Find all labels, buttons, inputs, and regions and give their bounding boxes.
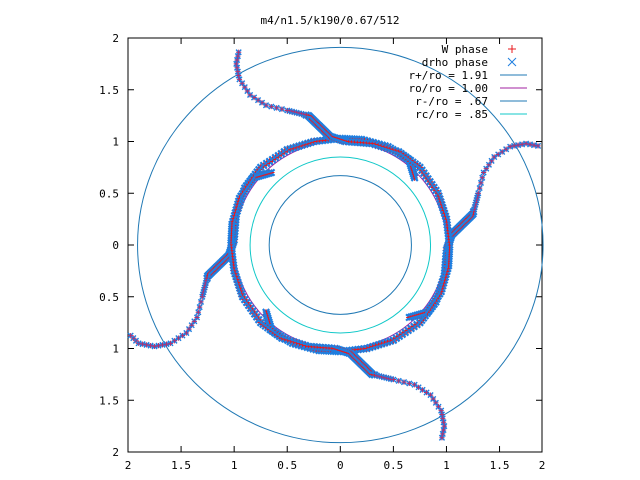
phase-point [278,106,286,113]
circle-r-ro [268,175,412,315]
phase-point [233,56,241,64]
y-tick-label: 1.5 [99,84,119,97]
phase-point [427,391,434,399]
y-tick-label: 2 [112,446,119,459]
phase-point [175,335,182,342]
phase-point [430,395,437,403]
legend-label: rc/ro = .85 [415,108,488,121]
y-tick-label: 0.5 [99,291,119,304]
phase-point [273,104,280,111]
axis-ticks: 2 1.5 1 0.5 0 0.5 1 1.5 221.510.500.511.52 [99,32,545,472]
phase-point [534,142,542,149]
legend-label: r+/ro = 1.91 [409,69,488,82]
phase-point [495,151,502,158]
phase-point [411,381,418,388]
legend-marker-plus [508,45,516,53]
phase-point [483,165,490,172]
phase-point [130,335,137,342]
phase-point [476,184,483,192]
phase-point [196,304,203,311]
x-tick-label: 1.5 [171,459,191,472]
y-tick-label: 1.5 [99,394,119,407]
phase-point [419,386,426,393]
circle-rcro [249,156,432,334]
phase-point [438,434,446,441]
chart-title: m4/n1.5/k190/0.67/512 [260,14,399,27]
phase-point [475,190,482,197]
x-tick-label: 0.5 [383,459,403,472]
phase-point [390,376,397,383]
y-tick-label: 0.5 [99,187,119,200]
phase-point [235,49,242,56]
phase-point [439,430,446,437]
x-tick-label: 1 [231,459,238,472]
phase-point [284,107,291,114]
phase-point [191,318,198,325]
phase-point [197,298,205,306]
y-tick-label: 1 [112,343,119,356]
legend-marker-cross [507,57,517,67]
phase-point [400,379,408,386]
x-tick-label: 1.5 [490,459,510,472]
x-tick-label: 2 [125,459,132,472]
phase-point [395,377,402,384]
circle-r+ro [137,46,544,444]
phase-point [406,380,413,387]
phase-point [195,309,202,316]
phase-point [519,141,526,148]
y-tick-label: 1 [112,136,119,149]
x-tick-label: 0.5 [277,459,297,472]
phase-point [507,143,514,150]
x-tick-label: 1 [443,459,450,472]
legend-label: ro/ro = 1.00 [409,82,488,95]
x-tick-label: 0 [337,459,344,472]
legend-label: r-/ro = .67 [415,95,488,108]
phase-point [511,142,518,149]
y-tick-label: 2 [112,32,119,45]
y-tick-label: 0 [112,239,119,252]
phase-point [199,293,206,300]
legend-label: drho phase [422,56,488,69]
phase-point [143,341,150,348]
legend-label: W phase [442,43,488,56]
phase-point [477,179,485,186]
phase-point [530,142,538,149]
x-tick-label: 2 [539,459,546,472]
phase-point [127,332,134,339]
phase-points [127,49,542,441]
phase-point [479,174,486,181]
phase-point [268,103,275,110]
